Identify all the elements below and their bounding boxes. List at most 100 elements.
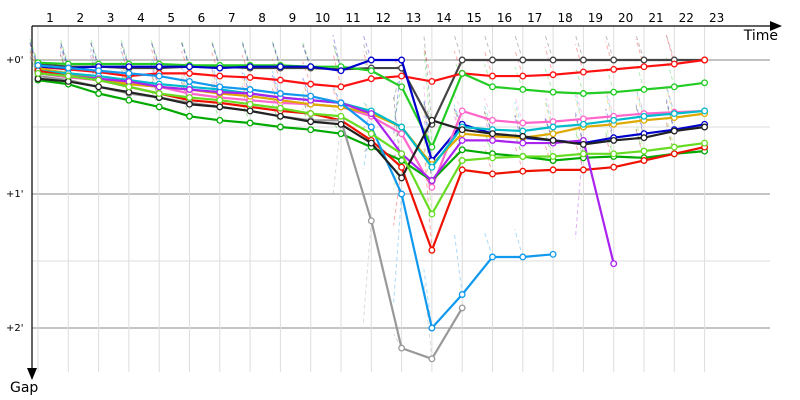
series-point <box>398 123 406 131</box>
series-connector <box>453 128 463 150</box>
series-point <box>428 246 436 254</box>
series-point <box>701 107 709 115</box>
x-tick-label: 14 <box>436 11 451 25</box>
series-point <box>579 90 587 97</box>
series-connector <box>150 61 160 85</box>
series-connector <box>362 34 372 61</box>
series-connector <box>635 92 645 121</box>
series-connector <box>271 58 281 81</box>
series-connector <box>241 54 251 78</box>
x-axis-arrow <box>770 21 782 31</box>
x-tick-label: 1 <box>46 11 54 25</box>
series-connector <box>574 34 584 61</box>
x-tick-label: 18 <box>557 11 572 25</box>
series-point <box>670 150 678 158</box>
series-connector <box>302 61 312 85</box>
x-tick-label: 6 <box>198 11 206 25</box>
series-point <box>125 69 133 77</box>
series-point <box>428 210 436 218</box>
series-point <box>458 126 466 134</box>
series-connector <box>181 95 190 117</box>
series-connector <box>302 45 312 67</box>
series-connector <box>181 40 190 66</box>
series-point <box>307 80 315 88</box>
series-point <box>519 153 527 160</box>
series-point <box>489 130 496 138</box>
x-tick-label: 10 <box>315 11 330 25</box>
series-point <box>701 139 709 147</box>
series-point <box>155 63 163 71</box>
series-point <box>367 123 375 131</box>
series-point <box>610 56 618 64</box>
series-point <box>307 92 315 100</box>
series-connector <box>514 101 524 132</box>
series-point <box>337 120 345 128</box>
series-point <box>428 116 436 124</box>
series-point <box>246 86 254 93</box>
series-connector <box>362 50 372 79</box>
x-tick-label: 15 <box>467 11 482 25</box>
series-point <box>398 83 406 91</box>
series-point <box>307 110 315 118</box>
series-point <box>701 56 709 64</box>
series-point <box>579 150 587 158</box>
series-point <box>489 136 496 144</box>
series-point <box>670 127 678 135</box>
series-point <box>186 77 193 85</box>
series-connector <box>484 231 493 258</box>
series-point <box>610 116 618 124</box>
series-connector <box>635 87 645 114</box>
series-connector <box>302 108 312 130</box>
series-connector <box>484 34 493 61</box>
series-point <box>398 150 406 158</box>
series-point <box>458 146 466 154</box>
series-point <box>640 147 648 155</box>
y-axis-title: Gap <box>10 380 38 396</box>
series-point <box>670 110 678 118</box>
series-connector <box>423 135 433 215</box>
series-connector <box>605 108 615 138</box>
series-point <box>549 136 557 144</box>
series-point <box>398 56 406 64</box>
series-point <box>610 150 618 158</box>
series-connector <box>665 34 675 61</box>
series-connector <box>332 120 342 196</box>
series-point <box>276 112 284 120</box>
series-point <box>337 67 345 75</box>
series-connector <box>635 38 645 67</box>
series-connector <box>393 153 403 190</box>
series-point <box>428 163 436 171</box>
series-point <box>95 67 103 75</box>
series-point <box>398 130 406 138</box>
series-point <box>186 112 193 120</box>
series-connector <box>665 121 675 154</box>
x-tick-label: 13 <box>406 11 421 25</box>
series-connector <box>332 45 342 67</box>
series-point <box>701 123 709 131</box>
series-connector <box>150 41 160 69</box>
series-line <box>37 64 554 330</box>
series-point <box>579 140 587 148</box>
series-connector <box>453 34 463 61</box>
series-point <box>579 166 587 174</box>
axes <box>27 21 782 380</box>
series-connector <box>150 41 160 67</box>
series-point <box>640 134 648 142</box>
series-lines <box>34 56 709 363</box>
series-connector <box>120 42 130 69</box>
x-tick-label: 3 <box>107 11 115 25</box>
series-point <box>458 157 466 164</box>
series-point <box>549 250 557 258</box>
series-connector <box>635 121 645 152</box>
x-tick-label: 23 <box>709 11 724 25</box>
series-connector <box>271 41 281 67</box>
series-connector <box>665 101 675 132</box>
series-point <box>458 56 466 64</box>
series-connector <box>514 34 524 61</box>
series-point <box>428 183 436 191</box>
series-connector <box>423 144 433 251</box>
x-axis-title: Time <box>743 28 778 44</box>
series-connector <box>605 135 615 168</box>
series-point <box>367 130 375 138</box>
